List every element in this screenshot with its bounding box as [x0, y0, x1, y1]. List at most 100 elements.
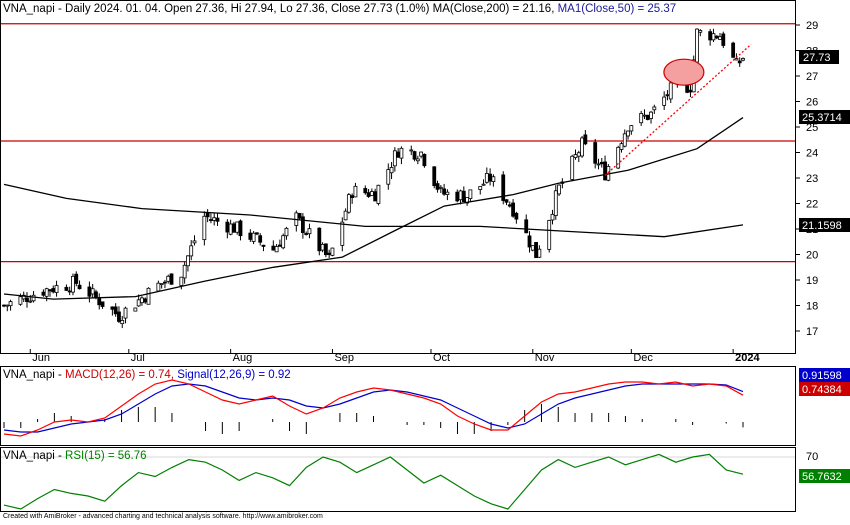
candle-body	[166, 275, 171, 282]
price-panel-frame[interactable]	[0, 0, 796, 354]
candle-body	[465, 197, 470, 204]
candle-body	[136, 299, 141, 307]
candle-body	[553, 190, 558, 216]
candle-body	[507, 204, 512, 207]
y-tick-label: 17	[806, 326, 818, 338]
ma200-badge-text: 21.1598	[802, 220, 842, 232]
rsi-badge-text: 56.7632	[802, 471, 842, 483]
candle-body	[662, 96, 667, 106]
price-header: VNA_napi - Daily 2024. 01. 04. Open 27.3…	[3, 3, 676, 15]
candle-body	[186, 255, 190, 267]
candle-body	[297, 213, 302, 219]
candle-body	[300, 216, 305, 233]
rsi-panel-frame[interactable]	[0, 447, 796, 512]
candle-body	[389, 167, 394, 174]
candle-body	[399, 147, 404, 159]
candle-body	[327, 252, 332, 256]
candle-body	[537, 248, 542, 258]
candle-body	[133, 307, 138, 312]
candle-body	[445, 191, 450, 195]
candle-body	[419, 151, 424, 157]
candle-body	[481, 183, 486, 186]
macd-badge	[799, 382, 850, 396]
candle-body	[668, 82, 673, 100]
candle-body	[159, 283, 164, 286]
candle-body	[714, 35, 719, 39]
candle-body	[212, 217, 217, 221]
candle-body	[8, 301, 13, 307]
footer-credit: Created with AmiBroker - advanced charti…	[3, 513, 323, 520]
candle-body	[307, 228, 312, 235]
candle-body	[258, 235, 263, 243]
x-axis-months: Jun Jul Aug Sep Oct Nov Dec 2024	[29, 349, 760, 364]
candle-body	[346, 194, 351, 213]
ma50-badge-text: 25.3714	[802, 112, 842, 124]
candle-body	[580, 137, 584, 157]
candle-body	[143, 298, 148, 303]
candle-body	[652, 106, 657, 111]
candle-body	[484, 173, 489, 183]
y-tick-label: 23	[806, 173, 818, 185]
y-tick-label: 26	[806, 97, 818, 109]
candle-body	[649, 111, 653, 119]
candle-body	[639, 113, 644, 124]
y-tick-label: 18	[806, 301, 818, 313]
candle-body	[737, 60, 742, 64]
candle-body	[534, 242, 538, 259]
candle-body	[202, 215, 207, 241]
candle-body	[31, 294, 36, 302]
candle-body	[2, 304, 6, 307]
candle-body	[48, 289, 52, 292]
y-axis-labels: 29282726252423222120191817	[796, 20, 818, 338]
y-tick-label: 25	[806, 122, 818, 134]
candle-body	[432, 166, 437, 187]
candle-body	[731, 42, 736, 58]
candle-body	[708, 31, 713, 41]
candle-body	[323, 243, 328, 256]
candle-body	[44, 288, 49, 297]
candle-body	[317, 227, 322, 252]
candle-body	[238, 220, 243, 237]
rsi-legend: RSI(15) = 56.76	[65, 450, 147, 462]
macd-panel-frame[interactable]	[0, 366, 796, 446]
candle-body	[94, 291, 98, 298]
candle-body	[209, 219, 213, 221]
price-badge-text: 27.73	[803, 52, 831, 64]
macd-legend: MACD(12,26) = 0.74,	[65, 369, 174, 381]
candle-body	[596, 163, 601, 166]
candle-body	[547, 219, 552, 250]
price-header-ohlc: - Daily 2024. 01. 04. Open 27.36, Hi 27.…	[55, 3, 433, 15]
candle-body	[277, 244, 282, 247]
x-month-label: 2024	[735, 352, 760, 364]
candle-body	[120, 320, 125, 325]
candle-body	[5, 304, 10, 307]
candle-body	[117, 311, 121, 322]
rsi-70-tick: 70	[806, 451, 818, 463]
candle-body	[87, 286, 92, 297]
candle-body	[163, 281, 167, 284]
candle-body	[698, 30, 703, 33]
candle-body	[455, 191, 460, 202]
candle-body	[504, 199, 509, 203]
candle-body	[67, 290, 72, 293]
candle-body	[603, 161, 607, 181]
candle-body	[228, 223, 233, 235]
candle-body	[412, 151, 417, 160]
y-tick-label: 19	[806, 275, 818, 287]
candle-body	[511, 202, 515, 217]
candle-body	[573, 154, 578, 158]
ma200-legend: MA(Close,200) = 21.16,	[433, 3, 555, 15]
candle-body	[593, 142, 598, 164]
candle-body	[215, 217, 220, 222]
candle-body	[140, 297, 144, 304]
candle-body	[376, 184, 381, 204]
candle-body	[235, 221, 240, 233]
candle-body	[524, 219, 529, 234]
candle-body	[74, 273, 79, 284]
signal-badge	[799, 368, 850, 382]
y-tick-label: 24	[806, 148, 818, 160]
price-header-symbol: VNA_napi	[3, 3, 55, 15]
x-month-label: Dec	[633, 352, 653, 364]
candle-body	[415, 158, 420, 162]
